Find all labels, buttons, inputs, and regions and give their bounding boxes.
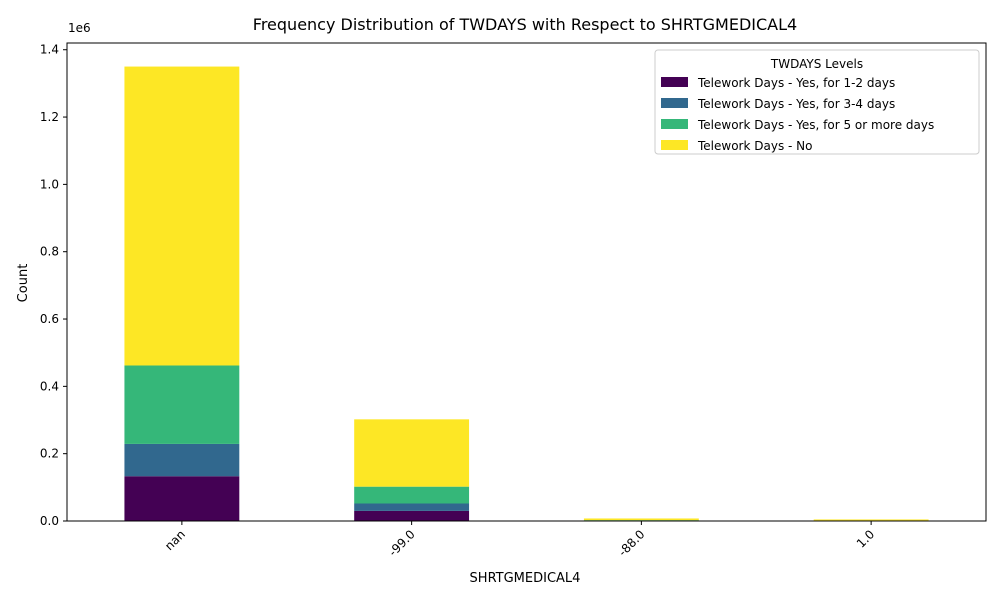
legend-swatch [661, 119, 688, 129]
legend-swatch [661, 140, 688, 150]
x-tick-label: -88.0 [616, 527, 648, 559]
bar-segment-1-series-3 [124, 365, 240, 444]
x-axis-label: SHRTGMEDICAL4 [470, 571, 581, 586]
legend-box [654, 49, 980, 155]
legend: TWDAYS Levels Telework Days - Yes, for 1-… [654, 49, 980, 155]
y-tick-label: 0.0 [40, 514, 59, 528]
bar-segment-3-series-3 [583, 520, 699, 521]
y-tick-label: 1.0 [40, 177, 59, 191]
legend-swatch [661, 77, 688, 87]
bar-segment-3-series-4 [583, 518, 699, 521]
bar-segment-2-series-4 [354, 419, 470, 487]
legend-label: Telework Days - Yes, for 1-2 days [697, 76, 895, 90]
bar-segment-1-series-2 [124, 443, 240, 477]
x-tick-label: nan [162, 527, 188, 553]
y-tick-label: 1.4 [40, 43, 59, 57]
bar-segment-2-series-1 [354, 510, 470, 521]
legend-swatch [661, 98, 688, 108]
y-tick-label: 0.6 [40, 312, 59, 326]
bar-segment-2-series-3 [354, 486, 470, 504]
x-tick-label: 1.0 [854, 527, 877, 550]
legend-label: Telework Days - No [697, 139, 812, 153]
bar-segment-4-series-4 [813, 519, 929, 521]
plot-frame [66, 42, 987, 522]
x-tick-label: -99.0 [386, 527, 418, 559]
bar-segment-1-series-4 [124, 66, 240, 366]
y-tick-label: 0.8 [40, 245, 59, 259]
y-tick-label: 1.2 [40, 110, 59, 124]
bar-segment-1-series-1 [124, 476, 240, 521]
y-tick-label: 0.2 [40, 447, 59, 461]
chart-title: Frequency Distribution of TWDAYS with Re… [253, 15, 797, 34]
legend-title: TWDAYS Levels [770, 57, 863, 71]
y-axis-label: Count [16, 264, 31, 303]
legend-label: Telework Days - Yes, for 5 or more days [697, 118, 934, 132]
y-tick-label: 0.4 [40, 379, 59, 393]
bar-segment-2-series-2 [354, 503, 470, 511]
bars-layer [124, 66, 929, 522]
legend-label: Telework Days - Yes, for 3-4 days [697, 97, 895, 111]
y-offset-label: 1e6 [68, 21, 91, 35]
